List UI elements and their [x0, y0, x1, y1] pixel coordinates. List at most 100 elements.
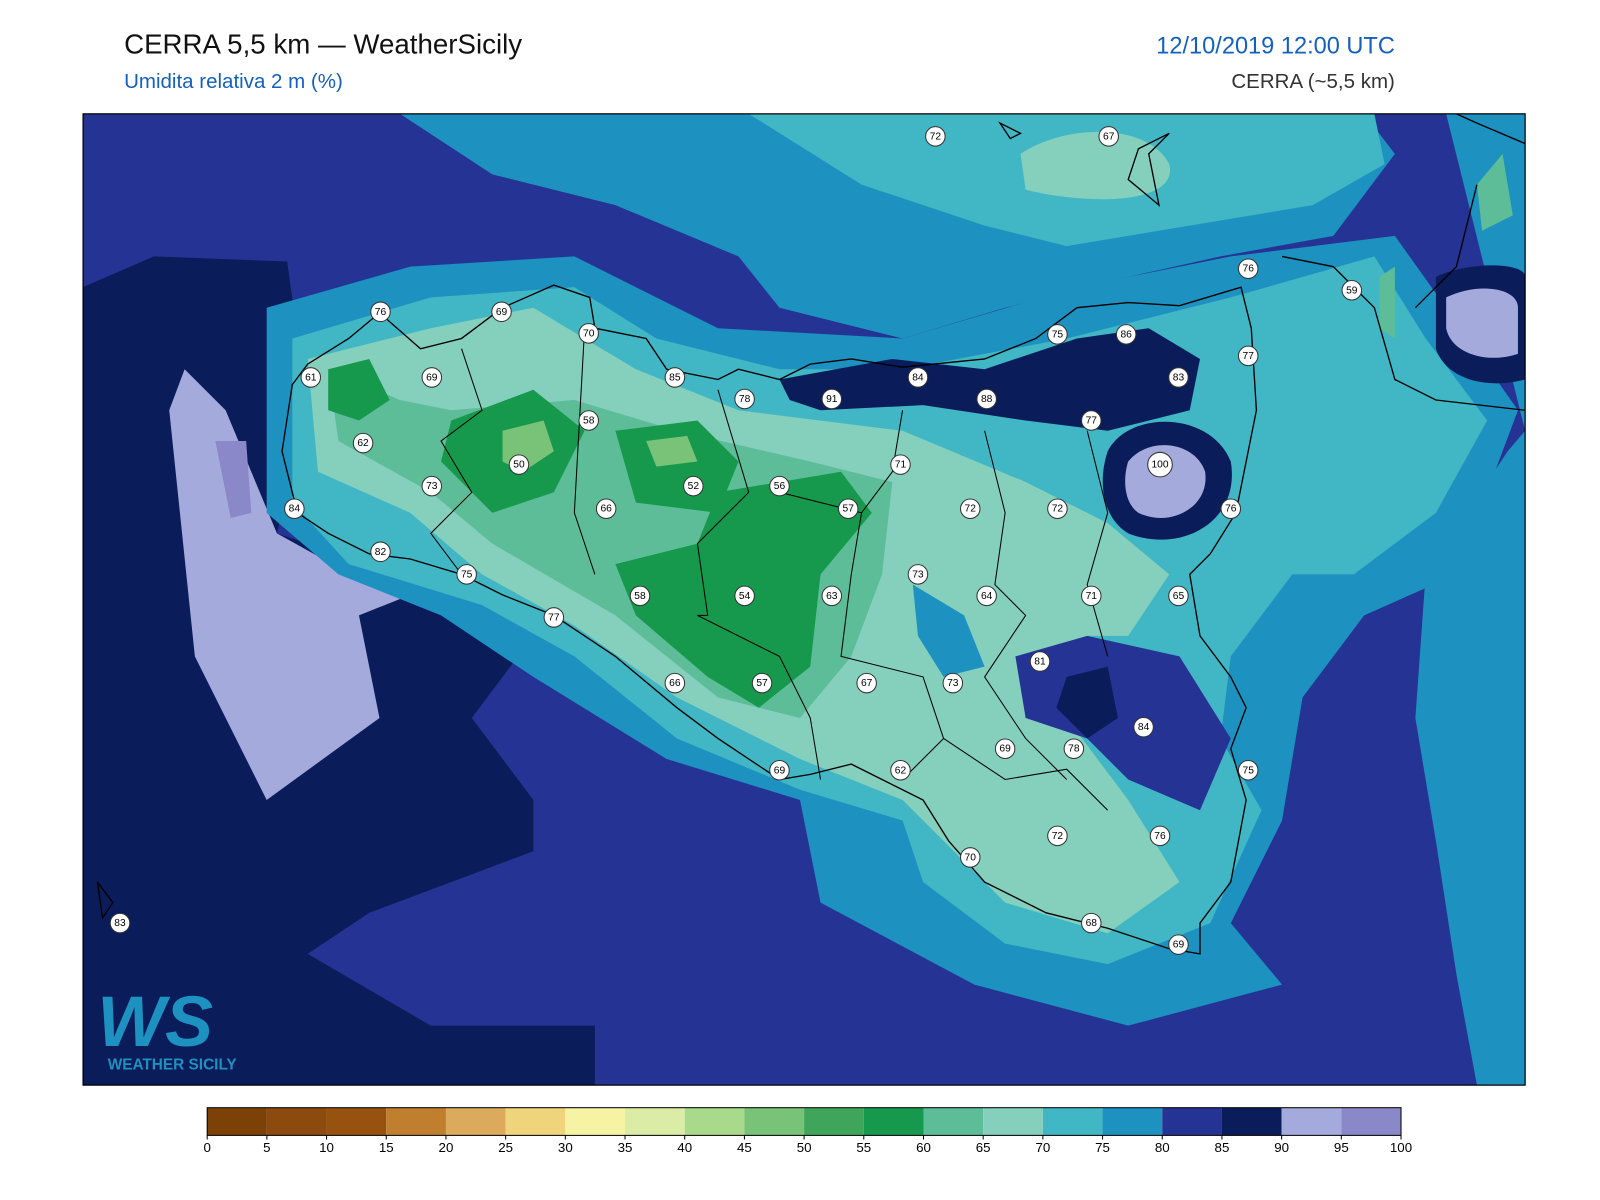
- station-dot: [821, 388, 843, 410]
- station: 69: [421, 367, 443, 388]
- station: 75: [1237, 759, 1259, 781]
- logo-mark: WS: [97, 982, 213, 1062]
- station: 69: [491, 301, 512, 323]
- station-dot: [959, 498, 981, 519]
- station-dot: [751, 672, 773, 694]
- station: 81: [1029, 651, 1051, 672]
- station-value: 70: [583, 328, 595, 339]
- colorbar-tick-label: 40: [677, 1140, 692, 1155]
- station-dot: [578, 323, 599, 344]
- station-value: 69: [999, 744, 1011, 755]
- logo-name: WEATHER SICILY: [108, 1057, 237, 1074]
- station-dot: [907, 564, 929, 585]
- station-dot: [370, 541, 391, 563]
- station-dot: [976, 388, 997, 410]
- station: 62: [352, 432, 374, 454]
- station-value: 72: [965, 504, 977, 515]
- title: CERRA 5,5 km — WeatherSicily: [124, 28, 522, 59]
- station-value: 85: [669, 372, 681, 383]
- colorbar-tick-label: 45: [737, 1140, 752, 1155]
- station-value: 75: [461, 569, 473, 580]
- colorbar-bin: [923, 1107, 984, 1136]
- station: 76: [1220, 498, 1242, 519]
- station: 56: [769, 475, 790, 497]
- station: 77: [1237, 345, 1259, 367]
- station: 73: [907, 564, 929, 585]
- station-value: 73: [426, 481, 438, 492]
- station-value: 57: [756, 678, 768, 689]
- colorbar-tick-label: 100: [1390, 1140, 1412, 1155]
- station-dot: [1168, 934, 1189, 955]
- station-dot: [370, 301, 391, 323]
- station: 77: [543, 607, 565, 628]
- station-dot: [1133, 716, 1154, 738]
- colorbar-bin: [1221, 1107, 1282, 1136]
- station: 54: [734, 585, 755, 607]
- station: 63: [821, 585, 843, 607]
- station-dot: [890, 759, 911, 781]
- station: 61: [300, 367, 322, 388]
- station: 82: [370, 541, 391, 563]
- colorbar-bin: [744, 1107, 805, 1136]
- colorbar-tick-label: 35: [618, 1140, 633, 1155]
- station-value: 61: [305, 372, 317, 383]
- colorbar-bin: [1042, 1107, 1103, 1136]
- coastline: [281, 284, 1258, 955]
- station-dot: [942, 672, 964, 694]
- station-dot: [491, 301, 512, 323]
- colorbar-tick-label: 20: [439, 1140, 454, 1155]
- station: 66: [595, 498, 617, 519]
- station: 57: [751, 672, 773, 694]
- station-value: 76: [1154, 831, 1166, 842]
- station-value: 62: [895, 765, 907, 776]
- station-value: 68: [1086, 918, 1098, 929]
- station-value: 69: [426, 372, 438, 383]
- station-value: 66: [669, 678, 681, 689]
- station-value: 73: [947, 678, 959, 689]
- station-value: 84: [912, 372, 924, 383]
- colorbar-bin: [386, 1107, 446, 1136]
- station: 84: [284, 498, 305, 519]
- station-dot: [1237, 345, 1259, 367]
- station-value: 88: [981, 394, 993, 405]
- station-dot: [907, 367, 929, 388]
- station-value: 50: [513, 460, 525, 471]
- station-dot: [664, 367, 686, 388]
- colorbar-bin: [565, 1107, 626, 1136]
- station-dot: [1168, 367, 1189, 388]
- station: 88: [976, 388, 997, 410]
- station-value: 78: [739, 394, 751, 405]
- station: 70: [959, 847, 981, 868]
- station-dot: [629, 585, 651, 607]
- colorbar-bin: [266, 1107, 327, 1136]
- station-value: 73: [912, 569, 924, 580]
- colorbar-bin: [326, 1107, 387, 1136]
- colorbar-bin: [684, 1107, 745, 1136]
- station-dot: [421, 367, 443, 388]
- station-dot: [976, 585, 997, 607]
- colorbar-bin: [983, 1107, 1043, 1136]
- station-value: 83: [114, 918, 126, 929]
- station-value: 77: [548, 612, 560, 623]
- station-dot: [856, 672, 877, 694]
- station-value: 76: [1225, 504, 1237, 515]
- colorbar-tick-label: 60: [916, 1140, 931, 1155]
- station: 59: [1341, 279, 1363, 301]
- colorbar-tick-label: 50: [797, 1140, 812, 1155]
- station-dot: [959, 847, 981, 868]
- colorbar-tick-label: 15: [379, 1140, 394, 1155]
- station-value: 66: [600, 504, 612, 515]
- station-dot: [994, 738, 1016, 759]
- station-value: 91: [826, 394, 838, 405]
- colorbar-tick-label: 65: [976, 1140, 991, 1155]
- station: 76: [1149, 825, 1171, 847]
- station: 50: [508, 454, 530, 475]
- colorbar-tick-label: 85: [1215, 1140, 1230, 1155]
- station-dot: [769, 759, 790, 781]
- colorbar-tick-label: 55: [856, 1140, 871, 1155]
- colorbar-tick-label: 70: [1035, 1140, 1050, 1155]
- colorbar-tick-label: 0: [203, 1140, 210, 1155]
- field: [83, 113, 1526, 1086]
- colorbar-bin: [1341, 1107, 1402, 1136]
